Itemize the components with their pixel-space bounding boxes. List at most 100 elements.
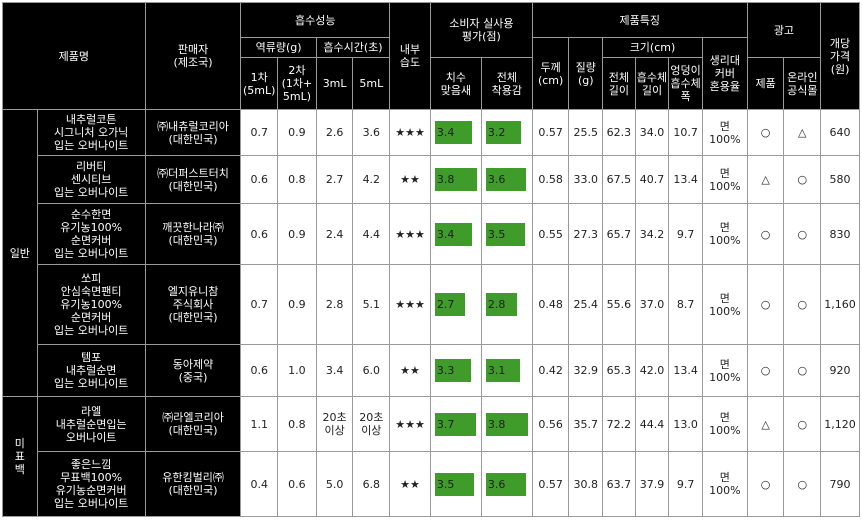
value: 0.6 [250,173,268,186]
overall-fit-score-cell: 3.6 [480,155,533,204]
value: 13.0 [673,417,698,431]
ad-online-cell: ○ [783,396,822,452]
line: (대한민국) [168,179,218,193]
value: 0.48 [538,298,563,311]
price-cell: 790 [820,451,860,517]
value: 3.4 [325,364,344,377]
value: 37.0 [639,298,665,311]
absorber-length-cell: 40.7 [634,155,670,204]
table-row: 템포 내추럴순면 입는 오버나이트 동아제약 (중국) 0.6 1.0 3.4 6.0 ★★ 3.3… [3,344,860,397]
absorb-time-5ml-cell: 20초 이상 [352,396,391,452]
overall-fit-score-cell: 3.1 [480,344,533,397]
value: 9.7 [676,477,695,491]
line: 쏘피 [81,272,102,285]
header-price: 개당 가격 (원) [820,2,860,110]
absorb-time-3ml-cell: 2.4 [315,203,354,265]
value: 0.8 [288,173,306,186]
overall-fit-score-bar: 3.5 [485,222,525,246]
product-name-cell: 순수한면 유기농100% 순면커버 입는 오버나이트 [36,203,146,265]
fit-score-bar: 3.4 [434,222,472,246]
seller-cell: ㈜라엘코리아 (대한민국) [144,396,242,452]
hip-width-cell: 10.7 [668,109,703,156]
weight-cell: 32.9 [568,344,604,397]
table-row: 순수한면 유기농100% 순면커버 입는 오버나이트 깨끗한나라㈜ (대한민국) 0.6 0.… [3,203,860,265]
value: ○ [760,227,771,241]
value: 0.56 [538,417,563,431]
hip-width-cell: 13.4 [668,344,703,397]
backflow-second-cell: 0.9 [277,203,317,265]
cover-material-cell: 면 100% [701,203,748,265]
value: 10.7 [673,126,698,139]
value: 3.6 [362,126,381,139]
header-inner-wet: 내부 습도 [389,2,431,110]
absorb-time-3ml-cell: 20초 이상 [315,396,354,452]
value: 27.3 [573,227,599,241]
ad-product-cell: △ [746,396,785,452]
overall-fit-score-bar: 3.6 [485,472,526,496]
value: ○ [797,298,808,311]
line: 순면커버 [70,234,112,247]
inner-wet-rating: ★★★ [389,203,431,265]
fit-score-cell: 3.8 [429,155,482,204]
overall-fit-score-cell: 3.8 [480,396,533,452]
line: 좋은느낌 [70,458,112,471]
seller-cell: 동아제약 (중국) [144,344,242,397]
table-row: 쏘피 안심숙면팬티 유기농100% 순면커버 입는 오버나이트 엘지유니참 주식회사 (대한민… [3,264,860,345]
line: 백 [14,463,25,476]
absorb-time-5ml-cell: 4.4 [352,203,391,265]
hip-width-cell: 13.0 [668,396,703,452]
ad-product-cell: ○ [746,451,785,517]
value: 44.4 [639,417,665,431]
value: 0.9 [288,227,306,241]
absorb-time-3ml-cell: 2.7 [315,155,354,204]
header-hip-width: 엉덩이 흡수체 폭 [668,57,703,110]
value: 8.7 [676,298,695,311]
fit-score-cell: 3.4 [429,109,482,156]
product-name-cell: 라엘 내추럴순면입는 오버나이트 [36,396,146,452]
backflow-first-cell: 0.4 [240,451,279,517]
seller-cell: 엘지유니참 주식회사 (대한민국) [144,264,242,345]
header-absorption: 흡수성능 [240,2,391,38]
inner-wet-rating: ★★ [389,451,431,517]
line: 100% [709,304,741,318]
header-thickness: 두께 (cm) [531,37,570,110]
line: 100% [709,424,741,437]
value: ★★ [400,477,420,491]
absorb-time-5ml-cell: 3.6 [352,109,391,156]
header-consumer-eval: 소비자 실사용 평가(점) [429,2,533,58]
line: 주식회사 [172,298,214,311]
header-backflow-second: 2차 (1차+ 5mL) [277,57,317,110]
value: 0.6 [250,364,268,377]
line: 동아제약 [172,357,214,371]
value: 35.7 [573,417,599,431]
value: ○ [760,126,771,139]
backflow-second-cell: 1.0 [277,344,317,397]
value: ○ [760,477,771,491]
value: 0.7 [250,298,268,311]
cover-material-cell: 면 100% [701,396,748,452]
header-weight: 질량 (g) [568,37,604,110]
price-cell: 1,160 [820,264,860,345]
backflow-second-cell: 0.8 [277,155,317,204]
line: 유한킴벌리㈜ [162,471,224,484]
price-cell: 830 [820,203,860,265]
value: 37.9 [639,477,665,491]
seller-cell: 깨끗한나라㈜ (대한민국) [144,203,242,265]
product-name-cell: 리버티 센시티브 입는 오버나이트 [36,155,146,204]
inner-wet-rating: ★★ [389,344,431,397]
value: 0.4 [250,477,268,491]
value: ★★★ [395,126,425,139]
cover-material-cell: 면 100% [701,109,748,156]
value: ○ [760,298,771,311]
hip-width-cell: 9.7 [668,203,703,265]
value: 0.6 [250,227,268,241]
backflow-first-cell: 0.7 [240,264,279,345]
line: 입는 오버나이트 [53,377,129,390]
fit-score-bar: 3.7 [434,412,476,436]
total-length-cell: 62.3 [602,109,636,156]
line: 면 [719,411,730,424]
backflow-second-cell: 0.8 [277,396,317,452]
seller-cell: ㈜내츄럴코리아 (대한민국) [144,109,242,156]
value: 0.42 [538,364,563,377]
value: 33.0 [573,173,599,186]
